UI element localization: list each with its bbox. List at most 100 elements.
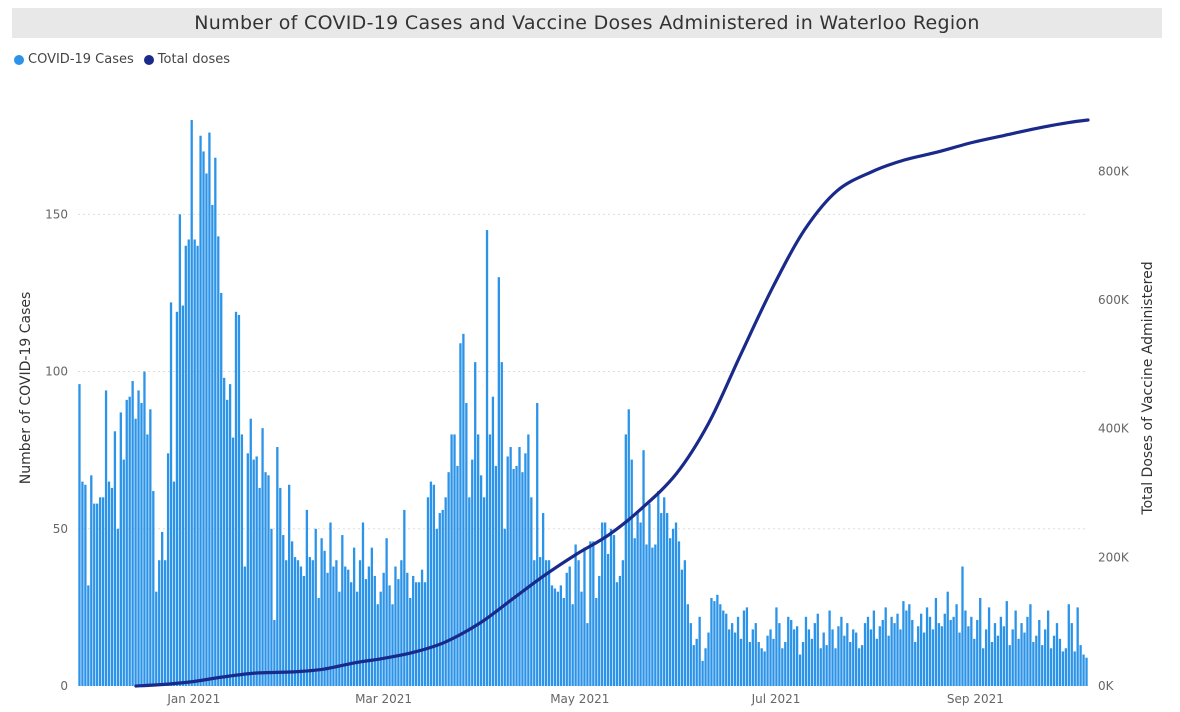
case-bar[interactable] (739, 638, 743, 686)
case-bar[interactable] (819, 648, 822, 686)
case-bar[interactable] (293, 557, 297, 686)
case-bar[interactable] (934, 597, 938, 686)
case-bar[interactable] (1002, 626, 1005, 686)
case-bar[interactable] (899, 629, 902, 686)
case-bar[interactable] (568, 566, 571, 686)
case-bar[interactable] (314, 528, 317, 686)
case-bar[interactable] (317, 597, 320, 686)
case-bar[interactable] (849, 641, 852, 686)
case-bar[interactable] (116, 528, 120, 686)
case-bar[interactable] (228, 384, 232, 686)
case-bar[interactable] (155, 591, 158, 686)
case-bar[interactable] (1055, 623, 1059, 686)
case-bar[interactable] (447, 472, 450, 686)
case-bar[interactable] (893, 623, 896, 686)
case-bar[interactable] (639, 522, 642, 686)
case-bar[interactable] (621, 560, 625, 686)
case-bar[interactable] (536, 403, 539, 686)
case-bar[interactable] (1023, 632, 1026, 686)
case-bar[interactable] (914, 641, 917, 686)
case-bar[interactable] (249, 418, 252, 686)
case-bar[interactable] (798, 654, 802, 686)
case-bar[interactable] (231, 437, 235, 686)
case-bar[interactable] (967, 626, 970, 686)
case-bar[interactable] (474, 362, 477, 686)
case-bar[interactable] (654, 544, 657, 687)
case-bar[interactable] (565, 572, 568, 686)
case-bar[interactable] (539, 557, 542, 686)
case-bar[interactable] (503, 528, 506, 686)
case-bar[interactable] (258, 487, 261, 686)
case-bar[interactable] (485, 230, 489, 686)
case-bar[interactable] (745, 607, 749, 686)
case-bar[interactable] (364, 579, 368, 686)
case-bar[interactable] (754, 623, 757, 686)
case-bar[interactable] (707, 632, 710, 686)
case-bar[interactable] (500, 362, 503, 686)
case-bar[interactable] (255, 456, 258, 686)
case-bar[interactable] (468, 497, 471, 686)
case-bar[interactable] (630, 459, 633, 686)
case-bar[interactable] (698, 616, 701, 686)
case-bar[interactable] (663, 497, 666, 686)
case-bar[interactable] (793, 629, 796, 686)
case-bar[interactable] (308, 557, 311, 686)
case-bar[interactable] (379, 591, 382, 686)
case-bar[interactable] (491, 396, 495, 686)
case-bar[interactable] (586, 623, 589, 686)
case-bar[interactable] (220, 292, 223, 686)
case-bar[interactable] (831, 629, 834, 686)
case-bar[interactable] (101, 497, 105, 686)
case-bar[interactable] (869, 629, 873, 686)
case-bar[interactable] (462, 333, 465, 686)
case-bar[interactable] (627, 409, 630, 686)
case-bar[interactable] (692, 645, 695, 686)
case-bar[interactable] (1038, 619, 1041, 686)
case-bar[interactable] (509, 447, 512, 686)
case-bar[interactable] (757, 641, 760, 686)
case-bar[interactable] (955, 604, 958, 686)
case-bar[interactable] (822, 632, 825, 686)
case-bar[interactable] (601, 522, 604, 686)
case-bar[interactable] (668, 538, 672, 686)
case-bar[interactable] (211, 204, 214, 686)
case-bar[interactable] (657, 491, 660, 686)
case-bar[interactable] (716, 594, 719, 686)
case-bar[interactable] (350, 582, 353, 686)
case-bar[interactable] (423, 582, 427, 686)
case-bar[interactable] (583, 547, 586, 686)
case-bar[interactable] (645, 544, 648, 687)
case-bar[interactable] (344, 566, 347, 686)
case-bar[interactable] (163, 560, 167, 686)
case-bar[interactable] (689, 623, 692, 686)
case-bar[interactable] (701, 660, 704, 686)
legend-item-doses[interactable]: Total doses (143, 52, 230, 67)
legend-item-cases[interactable]: COVID-19 Cases (14, 52, 134, 67)
case-bar[interactable] (875, 638, 878, 686)
case-bar[interactable] (1026, 616, 1029, 686)
case-bar[interactable] (816, 613, 819, 686)
case-bar[interactable] (1046, 610, 1050, 686)
case-bar[interactable] (890, 616, 893, 686)
case-bar[interactable] (87, 585, 90, 686)
case-bar[interactable] (943, 613, 946, 686)
case-bar[interactable] (651, 547, 654, 686)
case-bar[interactable] (878, 626, 881, 686)
case-bar[interactable] (477, 434, 480, 686)
case-bar[interactable] (533, 560, 536, 686)
case-bar[interactable] (1079, 645, 1082, 686)
case-bar[interactable] (524, 453, 527, 686)
case-bar[interactable] (305, 509, 309, 686)
case-bar[interactable] (196, 245, 199, 686)
case-bar[interactable] (982, 648, 985, 686)
case-bar[interactable] (973, 638, 976, 686)
case-bar[interactable] (429, 481, 433, 686)
case-bar[interactable] (801, 641, 805, 686)
case-bar[interactable] (361, 522, 365, 686)
case-bar[interactable] (311, 560, 314, 686)
case-bar[interactable] (813, 623, 816, 686)
case-bar[interactable] (497, 277, 500, 686)
case-bar[interactable] (908, 604, 911, 686)
case-bar[interactable] (420, 569, 424, 686)
case-bar[interactable] (834, 648, 837, 686)
